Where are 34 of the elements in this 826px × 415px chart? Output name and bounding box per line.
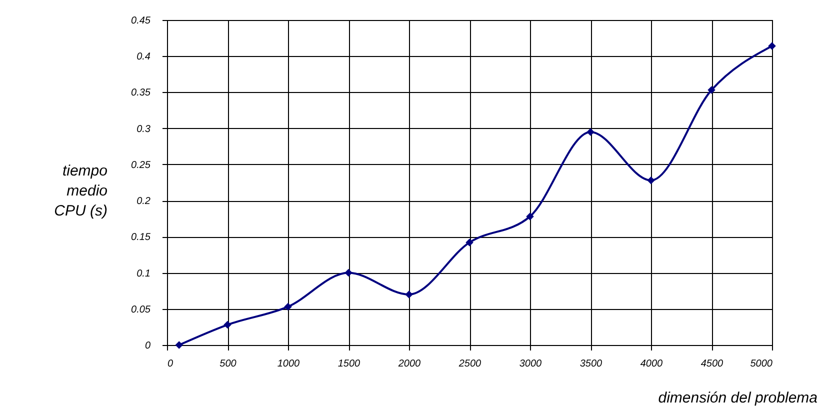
y-tick-label: 0.15: [131, 232, 151, 244]
point: [175, 341, 183, 349]
y-tick-label: 0.35: [131, 88, 151, 99]
point: [526, 212, 534, 220]
point: [586, 128, 594, 136]
x-tick-label: 4000: [640, 358, 664, 370]
point: [284, 302, 292, 311]
point: [405, 290, 413, 298]
point: [708, 86, 716, 94]
point: [224, 320, 232, 329]
x-axis-title: dimensión del problema: [658, 390, 818, 406]
x-tick-label: 1500: [338, 358, 361, 370]
x-tick-label: 1000: [277, 358, 300, 370]
y-tick-label: 0.25: [131, 160, 151, 171]
y-tick-label: 0.05: [131, 304, 151, 316]
x-tick-label: 5000: [750, 358, 773, 370]
y-tick-label: 0.1: [136, 268, 150, 280]
y-tick-label: 0.45: [131, 16, 151, 26]
x-tick-label: 3000: [519, 358, 542, 370]
y-tick-label: 0.2: [136, 196, 151, 208]
x-tick-label: 4500: [700, 358, 724, 370]
y-tick-label: 0.3: [136, 124, 151, 135]
x-tick-label: 500: [220, 358, 237, 370]
point: [466, 238, 474, 246]
x-tick-label: 2000: [397, 358, 422, 370]
x-tick-label: 2500: [458, 358, 482, 370]
y-tick-label: 0: [144, 340, 151, 352]
point: [344, 268, 352, 277]
x-tick-label: 0: [168, 358, 174, 370]
x-tick-label: 3500: [580, 358, 603, 370]
point: [647, 176, 655, 184]
y-tick-label: 0.4: [136, 52, 151, 63]
y-axis-title: tiempo medio CPU (s): [54, 162, 108, 220]
point: [768, 42, 776, 50]
